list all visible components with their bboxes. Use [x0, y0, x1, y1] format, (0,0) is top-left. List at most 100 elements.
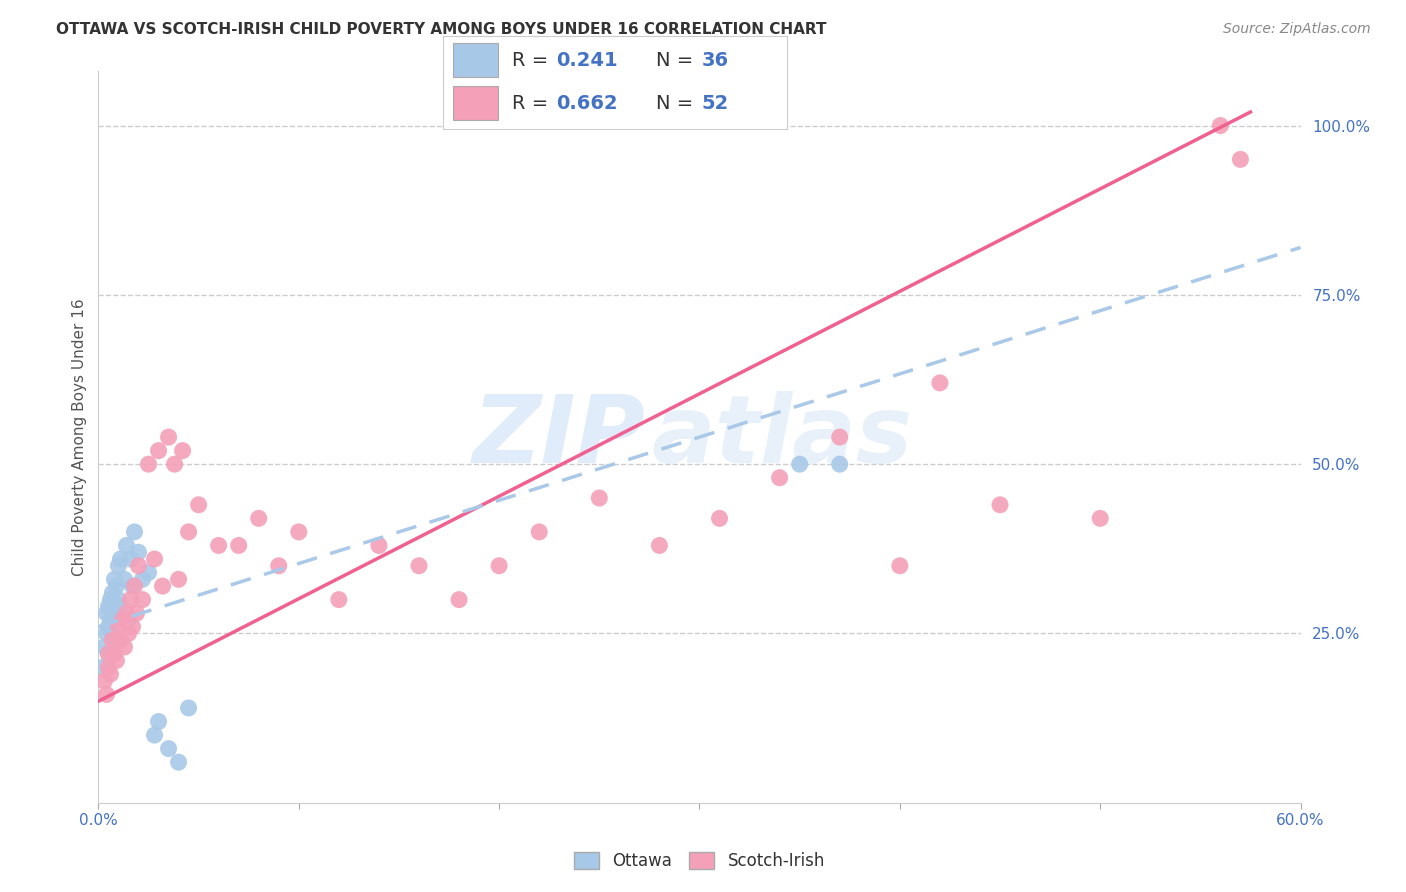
Point: [789, 457, 811, 471]
Point: [114, 572, 136, 586]
Point: [828, 457, 851, 471]
Point: [93, 673, 115, 688]
Point: [328, 592, 350, 607]
Point: [1209, 119, 1232, 133]
Point: [107, 592, 129, 607]
Point: [488, 558, 510, 573]
Point: [115, 538, 138, 552]
Point: [101, 633, 124, 648]
Point: [131, 572, 153, 586]
Point: [143, 552, 166, 566]
Text: R =: R =: [512, 51, 554, 70]
Point: [368, 538, 391, 552]
Point: [96, 606, 118, 620]
Point: [889, 558, 911, 573]
Point: [101, 586, 124, 600]
Point: [97, 647, 120, 661]
Point: [105, 579, 128, 593]
Point: [121, 620, 143, 634]
Point: [172, 443, 194, 458]
Point: [288, 524, 311, 539]
Point: [769, 471, 792, 485]
Y-axis label: Child Poverty Among Boys Under 16: Child Poverty Among Boys Under 16: [72, 298, 87, 576]
Point: [828, 430, 851, 444]
Point: [100, 592, 122, 607]
Point: [100, 667, 122, 681]
Point: [143, 728, 166, 742]
Point: [111, 613, 134, 627]
Point: [167, 572, 190, 586]
Text: R =: R =: [512, 94, 554, 112]
Point: [107, 558, 129, 573]
Point: [110, 633, 132, 648]
Point: [103, 606, 125, 620]
Point: [138, 566, 160, 580]
Point: [648, 538, 671, 552]
FancyBboxPatch shape: [453, 43, 498, 77]
Point: [101, 626, 124, 640]
Text: 36: 36: [702, 51, 728, 70]
Point: [121, 579, 143, 593]
Point: [588, 491, 610, 505]
Point: [148, 714, 170, 729]
Point: [157, 741, 180, 756]
Text: atlas: atlas: [651, 391, 912, 483]
Point: [93, 640, 115, 654]
Text: ZIP: ZIP: [472, 391, 645, 483]
Point: [929, 376, 952, 390]
Point: [128, 545, 150, 559]
Point: [529, 524, 551, 539]
Point: [107, 620, 129, 634]
Point: [152, 579, 174, 593]
Point: [111, 613, 134, 627]
Point: [110, 599, 132, 614]
Point: [408, 558, 430, 573]
Point: [91, 660, 114, 674]
Point: [103, 572, 125, 586]
Text: N =: N =: [657, 94, 700, 112]
Point: [115, 606, 138, 620]
Point: [167, 755, 190, 769]
Point: [138, 457, 160, 471]
Point: [105, 633, 128, 648]
Point: [177, 701, 200, 715]
Text: 52: 52: [702, 94, 728, 112]
Point: [267, 558, 290, 573]
Point: [114, 640, 136, 654]
Point: [128, 558, 150, 573]
Point: [125, 606, 148, 620]
Point: [447, 592, 470, 607]
Point: [97, 620, 120, 634]
Point: [187, 498, 209, 512]
Point: [1229, 153, 1251, 167]
Point: [1088, 511, 1111, 525]
Point: [105, 654, 128, 668]
Point: [124, 524, 146, 539]
Point: [97, 660, 120, 674]
FancyBboxPatch shape: [453, 87, 498, 120]
Point: [100, 613, 122, 627]
Point: [120, 552, 142, 566]
Point: [96, 626, 118, 640]
Point: [177, 524, 200, 539]
Point: [148, 443, 170, 458]
Point: [988, 498, 1011, 512]
Point: [124, 579, 146, 593]
Point: [110, 552, 132, 566]
Point: [117, 626, 139, 640]
Point: [103, 647, 125, 661]
Legend: Ottawa, Scotch-Irish: Ottawa, Scotch-Irish: [565, 844, 834, 879]
Point: [163, 457, 186, 471]
Point: [120, 592, 142, 607]
Point: [97, 599, 120, 614]
Point: [208, 538, 231, 552]
Point: [131, 592, 153, 607]
Point: [157, 430, 180, 444]
Text: N =: N =: [657, 51, 700, 70]
Text: 0.241: 0.241: [557, 51, 619, 70]
Point: [97, 647, 120, 661]
Point: [96, 688, 118, 702]
Text: OTTAWA VS SCOTCH-IRISH CHILD POVERTY AMONG BOYS UNDER 16 CORRELATION CHART: OTTAWA VS SCOTCH-IRISH CHILD POVERTY AMO…: [56, 22, 827, 37]
Point: [228, 538, 250, 552]
Text: 0.662: 0.662: [557, 94, 619, 112]
